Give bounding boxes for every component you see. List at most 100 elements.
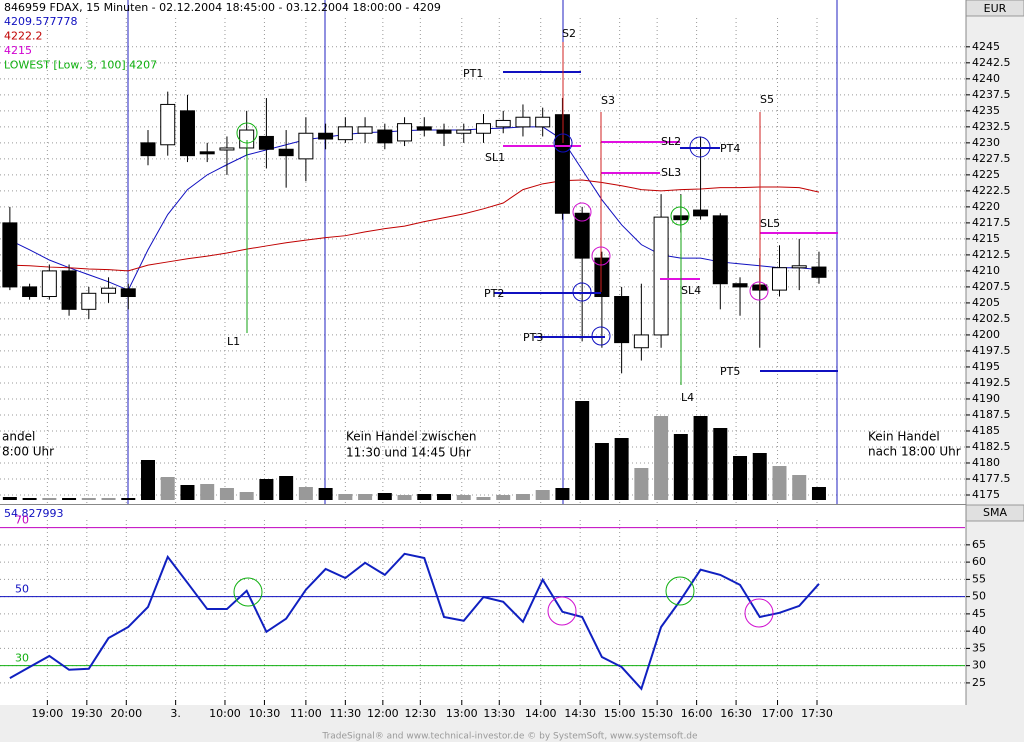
legend-entry: LOWEST [Low, 3, 100] 4207 bbox=[4, 59, 157, 72]
plot bbox=[0, 91, 965, 691]
volume-bar bbox=[713, 428, 728, 500]
x-tick-label: 12:00 bbox=[367, 707, 399, 720]
volume-bar bbox=[42, 498, 57, 500]
note: 11:30 und 14:45 Uhr bbox=[346, 446, 471, 460]
annotation: SL3 bbox=[661, 166, 681, 179]
unit-label: SMA bbox=[983, 506, 1007, 519]
volume-bar bbox=[792, 475, 807, 500]
x-tick-label: 14:00 bbox=[525, 707, 557, 720]
volume-bar bbox=[200, 484, 215, 500]
annotation: L1 bbox=[227, 335, 240, 348]
y-tick-label: 4242.5 bbox=[972, 56, 1011, 69]
annotation: S5 bbox=[760, 93, 774, 106]
y-tick-label: 40 bbox=[972, 624, 986, 637]
annotation: SL4 bbox=[681, 284, 701, 297]
marker-circle bbox=[749, 281, 769, 301]
y-tick-label: 4185 bbox=[972, 424, 1000, 437]
y-tick-label: 4227.5 bbox=[972, 152, 1011, 165]
y-tick-label: 30 bbox=[972, 659, 986, 672]
candle-body bbox=[633, 334, 649, 349]
annotation: PT4 bbox=[720, 142, 740, 155]
volume-bar bbox=[417, 494, 432, 500]
candle-body bbox=[61, 270, 77, 310]
legend-entry: 4222.2 bbox=[4, 30, 43, 43]
level-label: 50 bbox=[15, 583, 29, 596]
candle-body bbox=[732, 283, 748, 288]
y-tick-label: 4205 bbox=[972, 296, 1000, 309]
volume-bar bbox=[515, 494, 530, 500]
candle-body bbox=[397, 123, 413, 142]
x-tick-label: 15:30 bbox=[641, 707, 673, 720]
annotation: PT2 bbox=[484, 287, 504, 300]
volume-bar bbox=[673, 434, 688, 500]
volume-bar bbox=[496, 495, 511, 500]
candle-body bbox=[298, 132, 314, 160]
candle-body bbox=[456, 129, 472, 134]
note: Kein Handel zwischen bbox=[346, 430, 476, 444]
annotations bbox=[233, 42, 838, 628]
volume-bar bbox=[555, 488, 570, 500]
moving-average bbox=[9, 126, 820, 291]
legend-entry: 4209.577778 bbox=[4, 15, 77, 28]
marker-circle bbox=[233, 577, 263, 607]
volume-bar bbox=[279, 476, 294, 500]
candle-body bbox=[219, 147, 235, 151]
candle-body bbox=[337, 126, 353, 141]
note: 8:00 Uhr bbox=[2, 445, 54, 459]
volume-bar bbox=[397, 495, 412, 500]
y-tick-label: 65 bbox=[972, 538, 986, 551]
volume-bar bbox=[535, 490, 550, 500]
volume-bar bbox=[476, 497, 491, 500]
x-tick-label: 16:00 bbox=[681, 707, 713, 720]
y-tick-label: 4215 bbox=[972, 232, 1000, 245]
candle-body bbox=[614, 296, 630, 344]
candle-body bbox=[712, 215, 728, 285]
volume-bar bbox=[101, 498, 116, 500]
y-tick-label: 50 bbox=[972, 590, 986, 603]
y-tick-label: 4202.5 bbox=[972, 312, 1011, 325]
candle-body bbox=[594, 257, 610, 298]
volume-bar bbox=[752, 453, 767, 500]
volume-bar bbox=[121, 498, 136, 500]
marker-circle bbox=[591, 246, 611, 266]
x-tick-label: 15:00 bbox=[604, 707, 636, 720]
y-tick-label: 45 bbox=[972, 607, 986, 620]
marker-circle bbox=[591, 326, 611, 346]
volume-bar bbox=[575, 401, 590, 500]
volume-bar bbox=[81, 498, 96, 500]
annotation: SL1 bbox=[485, 151, 505, 164]
annotation: SL2 bbox=[661, 135, 681, 148]
y-tick-label: 35 bbox=[972, 641, 986, 654]
y-tick-label: 4222.5 bbox=[972, 184, 1011, 197]
marker-circle bbox=[553, 133, 573, 153]
candle-body bbox=[416, 126, 432, 131]
marker-circle bbox=[689, 136, 711, 158]
volume-bar bbox=[141, 460, 156, 500]
candle-body bbox=[475, 123, 491, 134]
y-tick-label: 4182.5 bbox=[972, 440, 1011, 453]
candle-body bbox=[495, 119, 511, 128]
y-tick-label: 4175 bbox=[972, 488, 1000, 501]
annotation-labels: PT1 S2 S3 SL1 SL2 SL3 PT4 S5 SL5 PT2 SL4… bbox=[2, 27, 961, 460]
x-tick-label: 19:00 bbox=[32, 707, 64, 720]
candle-body bbox=[81, 292, 97, 310]
x-tick-label: 17:00 bbox=[762, 707, 794, 720]
candle-body bbox=[318, 132, 334, 140]
legend-entry: 4215 bbox=[4, 44, 32, 57]
volume-bar bbox=[338, 494, 353, 500]
chart-title: 846959 FDAX, 15 Minuten - 02.12.2004 18:… bbox=[4, 1, 441, 14]
y-tick-label: 4187.5 bbox=[972, 408, 1011, 421]
x-tick-label: 13:00 bbox=[446, 707, 478, 720]
candle-body bbox=[693, 209, 709, 217]
marker-circle bbox=[236, 122, 258, 144]
y-tick-label: 4230 bbox=[972, 136, 1000, 149]
volume-bar bbox=[693, 416, 708, 500]
candle-body bbox=[41, 270, 57, 298]
annotation: S3 bbox=[601, 94, 615, 107]
volume-bar bbox=[437, 494, 452, 500]
annotation: L4 bbox=[681, 391, 694, 404]
volume-bar bbox=[614, 438, 629, 500]
y-tick-label: 60 bbox=[972, 555, 986, 568]
y-tick-label: 4212.5 bbox=[972, 248, 1011, 261]
x-tick-label: 10:00 bbox=[209, 707, 241, 720]
